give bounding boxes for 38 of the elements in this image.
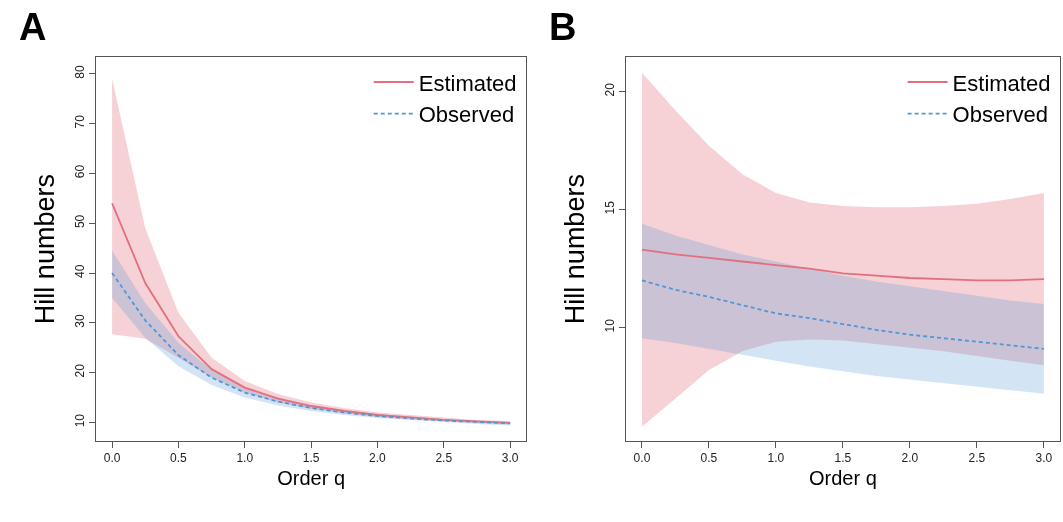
legend-label: Estimated bbox=[418, 70, 517, 96]
line-series bbox=[641, 279, 1045, 350]
x-tick-label: 1.0 bbox=[236, 451, 254, 466]
y-tick-label: 15 bbox=[602, 200, 617, 215]
y-axis-title: Hill numbers bbox=[30, 174, 61, 325]
y-tick-label: 30 bbox=[73, 314, 88, 328]
x-tick-label: 0.0 bbox=[633, 451, 651, 466]
x-tick-label: 1.0 bbox=[767, 451, 785, 466]
legend-label: Observed bbox=[418, 102, 515, 128]
y-tick-label: 20 bbox=[73, 363, 88, 378]
x-tick-label: 3.0 bbox=[1035, 451, 1053, 466]
y-axis-title: Hill numbers bbox=[560, 174, 591, 325]
x-tick-label: 2.0 bbox=[369, 451, 387, 466]
y-tick-label: 10 bbox=[73, 413, 88, 428]
x-tick-label: 2.5 bbox=[435, 451, 453, 466]
chart-title: A bbox=[19, 6, 47, 48]
x-tick-label: 2.0 bbox=[901, 451, 919, 466]
legend-label: Observed bbox=[952, 102, 1048, 128]
x-axis-title: Order q bbox=[809, 466, 877, 489]
x-tick-label: 0.5 bbox=[170, 451, 188, 466]
x-tick-label: 0.0 bbox=[103, 451, 121, 466]
line-series bbox=[111, 202, 512, 424]
x-tick-label: 1.5 bbox=[302, 451, 320, 466]
x-tick-label: 3.0 bbox=[501, 451, 519, 466]
chart-title: B bbox=[549, 6, 577, 48]
y-tick-label: 70 bbox=[73, 114, 88, 129]
legend-label: Estimated bbox=[952, 70, 1051, 96]
y-tick-label: 40 bbox=[73, 264, 88, 278]
line-series bbox=[641, 248, 1045, 282]
x-axis-title: Order q bbox=[277, 466, 346, 489]
y-tick-label: 20 bbox=[602, 82, 617, 97]
x-tick-label: 0.5 bbox=[700, 451, 718, 466]
y-tick-label: 60 bbox=[73, 164, 88, 179]
y-tick-label: 50 bbox=[73, 214, 88, 229]
x-tick-label: 2.5 bbox=[968, 451, 986, 466]
x-tick-label: 1.5 bbox=[834, 451, 852, 466]
y-tick-label: 10 bbox=[602, 318, 617, 333]
y-tick-label: 80 bbox=[73, 64, 88, 79]
